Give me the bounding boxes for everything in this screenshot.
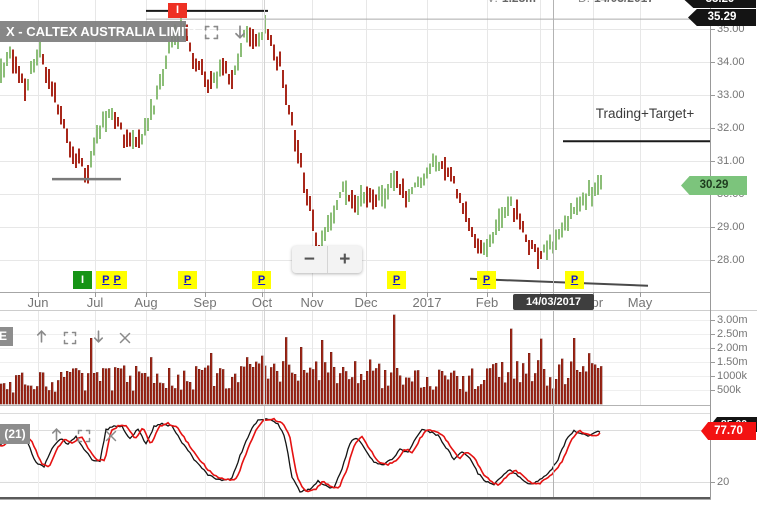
arrow-up-icon: [51, 428, 61, 441]
volume-axis-label: 2.50m: [717, 328, 748, 340]
volume-axis-label: 500k: [717, 384, 741, 396]
month-axis-label: Feb: [475, 295, 499, 310]
volume-axis-label: 1.50m: [717, 356, 748, 368]
month-axis-label: Jun: [27, 295, 49, 310]
month-axis-label: Jul: [86, 295, 104, 310]
marker-letter: P: [113, 274, 121, 286]
oscillator-close-button[interactable]: [102, 428, 120, 446]
month-axis-label: Sep: [193, 295, 217, 310]
oscillator-expand-button[interactable]: [75, 428, 93, 446]
event-marker-badge[interactable]: I: [73, 271, 92, 289]
marker-letter: P: [257, 274, 266, 286]
crosshair-date-badge: 14/03/2017: [513, 294, 594, 310]
pattern-marker-badge[interactable]: P: [252, 271, 271, 289]
zoom-out-button[interactable]: −: [292, 246, 327, 273]
oscillator-badge-value: 77.70: [701, 422, 756, 440]
price-axis-label: 33.00: [717, 89, 745, 101]
price-axis-label: 28.00: [717, 254, 745, 266]
marker-letter: P: [482, 274, 491, 286]
price-axis-label: 35.00: [717, 23, 745, 35]
month-axis-label: Oct: [251, 295, 273, 310]
alert-flag-badge[interactable]: I: [168, 3, 187, 18]
arrow-up-icon: [36, 330, 46, 343]
close-icon: [105, 430, 117, 441]
pattern-marker-badge[interactable]: P: [565, 271, 584, 289]
volume-expand-button[interactable]: [61, 330, 79, 348]
month-axis-label: Nov: [300, 295, 324, 310]
move-panel-down-button[interactable]: [231, 24, 249, 42]
price-badge-partial: 35.29: [684, 0, 756, 8]
date-readout-label: D:: [578, 0, 590, 5]
marker-letter: P: [392, 274, 401, 286]
volume-readout-label: V:: [487, 0, 498, 5]
expand-panel-button[interactable]: [202, 25, 220, 43]
volume-axis-label: 1000k: [717, 370, 747, 382]
date-readout-value: 14/03/2017: [594, 0, 654, 5]
pattern-marker-badge[interactable]: P: [178, 271, 197, 289]
close-icon: [119, 332, 131, 343]
expand-icon: [63, 331, 77, 344]
volume-move-up-button[interactable]: [32, 329, 50, 347]
trading-target-annotation[interactable]: Trading+Target+: [595, 106, 695, 121]
price-axis-label: 34.00: [717, 56, 745, 68]
quote-info-strip: V: 1.25m D: 14/03/2017: [487, 0, 654, 6]
oscillator-panel-label: (21): [0, 424, 30, 444]
price-axis-label: 32.00: [717, 122, 745, 134]
price-badge-high: 35.29: [688, 9, 756, 26]
month-axis-label: May: [627, 295, 653, 310]
marker-letter: P: [570, 274, 579, 286]
price-badge-last: 30.29: [681, 176, 747, 195]
volume-panel-label: E: [0, 327, 13, 346]
month-axis-label: Dec: [354, 295, 378, 310]
expand-icon: [204, 25, 218, 40]
arrow-down-icon: [93, 330, 103, 343]
month-axis-label: 2017: [412, 295, 442, 310]
oscillator-move-up-button[interactable]: [47, 427, 65, 445]
zoom-in-button[interactable]: +: [326, 246, 363, 273]
instrument-title: X - CALTEX AUSTRALIA LIMITED: [0, 21, 211, 42]
volume-close-button[interactable]: [116, 330, 134, 348]
pattern-marker-badge[interactable]: P: [477, 271, 496, 289]
pattern-marker-badge[interactable]: P: [387, 271, 406, 289]
marker-letter: I: [80, 274, 85, 286]
expand-icon: [77, 429, 91, 442]
volume-readout-value: 1.25m: [502, 0, 536, 5]
price-axis-label: 29.00: [717, 221, 745, 233]
volume-axis-label: 2.00m: [717, 342, 748, 354]
marker-letter: P: [183, 274, 192, 286]
zoom-control: − +: [292, 246, 362, 273]
marker-letter: P: [102, 274, 110, 286]
oscillator-axis-label: 20: [717, 476, 730, 488]
month-axis-label: Aug: [134, 295, 158, 310]
volume-move-down-button[interactable]: [89, 329, 107, 347]
price-axis-label: 31.00: [717, 155, 745, 167]
arrow-down-icon: [235, 25, 245, 39]
volume-axis-label: 3.00m: [717, 314, 748, 326]
